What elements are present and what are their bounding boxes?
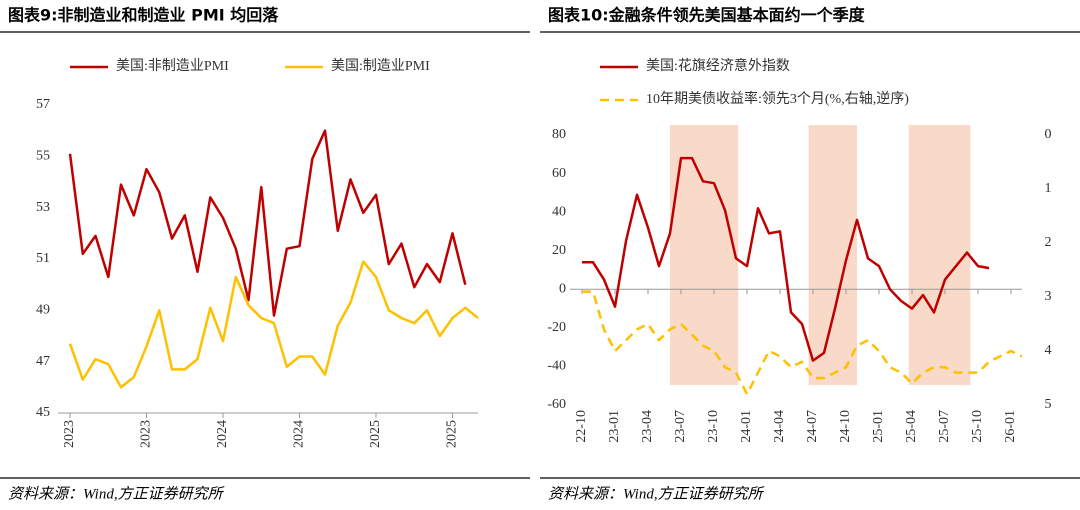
y-tick-label: 40 [552,204,566,219]
y-tick-label: 0 [559,282,566,297]
source-note: 资料来源：Wind,方正证券研究所 [8,485,225,502]
legend-label: 10年期美债收益率:领先3个月(%,右轴,逆序) [646,90,909,107]
x-tick-label: 2023 [139,420,154,448]
x-tick-label: 25-01 [871,410,886,443]
x-tick-label: 2025 [445,420,460,448]
legend-label: 美国:制造业PMI [331,58,430,74]
series-line [582,156,990,362]
x-tick-label: 24-10 [838,410,853,443]
y-tick-label: 53 [36,200,50,215]
source-note: 资料来源：Wind,方正证券研究所 [548,485,765,502]
series-line [582,290,1023,396]
x-tick-label: 2024 [215,420,230,448]
y-tick-label: 49 [36,303,50,318]
y2-tick-label: 0 [1045,127,1052,142]
x-tick-label: 23-10 [706,410,721,443]
y2-tick-label: 1 [1045,181,1052,196]
y-tick-label: 60 [552,166,566,181]
x-tick-label: 25-04 [904,410,919,443]
y-tick-label: -40 [547,359,566,374]
chart-title: 图表10:金融条件领先美国基本面约一个季度 [548,6,866,25]
y-tick-label: 20 [552,243,566,258]
x-tick-label: 26-01 [1003,410,1018,443]
x-tick-label: 23-04 [640,410,655,443]
y-tick-label: 45 [36,405,50,420]
x-tick-label: 24-04 [772,410,787,443]
legend-label: 美国:花旗经济意外指数 [646,57,790,74]
y-tick-label: 57 [36,97,50,112]
chart-title: 图表9:非制造业和制造业 PMI 均回落 [8,6,279,25]
y2-tick-label: 2 [1045,235,1052,250]
x-tick-label: 22-10 [574,410,589,443]
y2-tick-label: 4 [1045,343,1052,358]
x-tick-label: 2023 [62,420,77,448]
y-tick-label: -20 [547,320,566,335]
x-tick-label: 23-01 [607,410,622,443]
y-tick-label: 47 [36,354,50,369]
x-tick-label: 24-07 [805,410,820,443]
highlight-span [808,125,857,385]
x-tick-label: 2025 [368,420,383,448]
y-tick-label: 80 [552,127,566,142]
highlight-span [670,125,739,385]
y-tick-label: -60 [547,397,566,412]
x-tick-label: 25-10 [970,410,985,443]
x-tick-label: 24-01 [739,410,754,443]
series-line [68,260,479,389]
series-line [68,129,467,317]
x-tick-label: 25-07 [937,410,952,443]
x-tick-label: 2024 [292,420,307,448]
y-tick-label: 55 [36,149,50,164]
highlight-span [908,125,971,385]
y-tick-label: 51 [36,251,50,266]
legend-label: 美国:非制造业PMI [116,58,229,74]
y2-tick-label: 3 [1045,289,1052,304]
y2-tick-label: 5 [1045,397,1052,412]
x-tick-label: 23-07 [673,410,688,443]
